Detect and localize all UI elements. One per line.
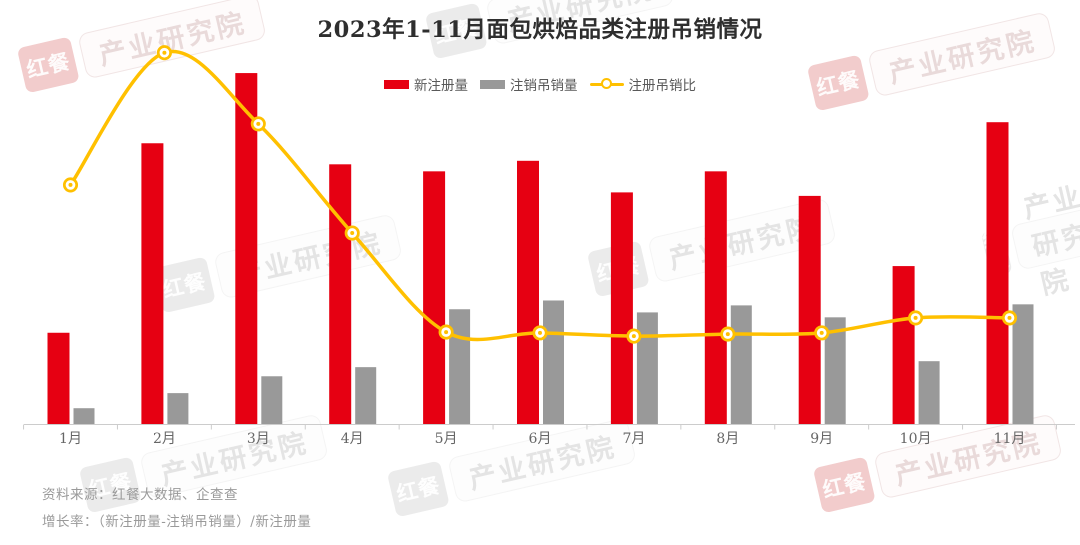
bar-new-registrations (610, 192, 633, 424)
bar-deregistrations (167, 393, 189, 424)
bar-deregistrations (730, 305, 752, 424)
gray-bar-swatch-icon (480, 79, 505, 89)
ratio-marker-dot (444, 330, 449, 335)
bar-new-registrations (141, 143, 164, 424)
ratio-marker-dot (350, 231, 355, 236)
bar-deregistrations (355, 367, 377, 424)
bar-new-registrations (798, 195, 821, 424)
bar-new-registrations (329, 164, 352, 424)
red-bar-swatch-icon (384, 79, 409, 89)
bar-deregistrations (73, 408, 95, 424)
bar-deregistrations (636, 312, 658, 424)
footer-notes: 资料来源：红餐大数据、企查查 增长率：（新注册量-注销吊销量）/新注册量 (42, 482, 311, 536)
formula-note: 增长率：（新注册量-注销吊销量）/新注册量 (42, 514, 312, 530)
x-tick-label: 9月 (810, 431, 833, 447)
chart-legend: 新注册量 注销吊销量 注册吊销比 (0, 74, 1080, 94)
legend-item-deregistrations: 注销吊销量 (480, 74, 578, 94)
ratio-marker-dot (538, 330, 542, 335)
x-tick-label: 11月 (994, 431, 1026, 447)
bar-deregistrations (261, 376, 283, 424)
bar-deregistrations (918, 361, 940, 424)
x-tick-label: 5月 (435, 431, 458, 447)
bar-deregistrations (1012, 304, 1034, 424)
x-tick-label: 1月 (59, 431, 82, 447)
bar-new-registrations (517, 160, 539, 425)
ratio-marker-dot (68, 182, 73, 187)
ratio-marker-dot (725, 332, 730, 337)
x-tick-label: 3月 (247, 431, 270, 447)
x-tick-label: 4月 (341, 431, 364, 447)
ratio-marker-dot (913, 315, 918, 320)
bar-deregistrations (543, 300, 564, 424)
bar-new-registrations (892, 266, 915, 424)
ratio-line (68, 49, 1012, 342)
chart-title: 2023年1-11月面包烘焙品类注册吊销情况 (317, 17, 763, 43)
legend-label-deregistrations: 注销吊销量 (510, 78, 578, 94)
ratio-marker-dot (819, 330, 824, 335)
ratio-marker-dot (162, 50, 167, 55)
x-tick-label: 8月 (716, 431, 739, 447)
bar-new-registrations (47, 332, 70, 424)
legend-label-ratio: 注册吊销比 (628, 78, 697, 94)
source-note: 资料来源：红餐大数据、企查查 (42, 487, 238, 503)
ratio-marker-dot (1007, 315, 1012, 320)
legend-item-new-registrations: 新注册量 (384, 74, 468, 94)
ratio-marker-dot (631, 334, 636, 339)
line-marker-swatch-icon (589, 78, 624, 89)
x-tick-label: 2月 (153, 431, 176, 447)
x-tick-label: 7月 (622, 431, 645, 447)
bar-deregistrations (449, 309, 471, 424)
legend-item-ratio: 注册吊销比 (589, 74, 697, 94)
bar-new-registrations (986, 122, 1009, 424)
bar-new-registrations (704, 171, 727, 424)
x-tick-label: 6月 (529, 431, 552, 447)
bar-new-registrations (423, 171, 446, 424)
x-tick-label: 10月 (900, 431, 932, 447)
ratio-marker-dot (256, 121, 261, 126)
legend-label-new-registrations: 新注册量 (414, 78, 468, 94)
bar-deregistrations (824, 317, 846, 424)
